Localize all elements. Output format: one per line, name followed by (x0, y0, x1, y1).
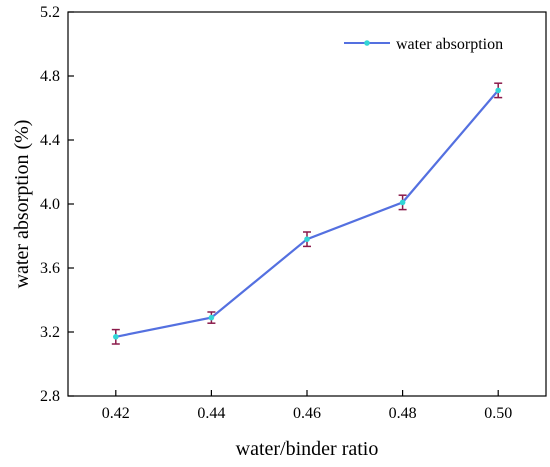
series-layer (111, 82, 503, 345)
x-tick-label: 0.50 (484, 405, 512, 422)
y-tick-label: 5.2 (40, 4, 60, 21)
y-axis-title: water absorption (%) (11, 120, 33, 289)
data-point (208, 314, 215, 321)
x-tick-label: 0.46 (293, 405, 321, 422)
legend-label: water absorption (396, 36, 503, 53)
plot-frame (67, 11, 547, 397)
y-tick-label: 3.6 (40, 260, 60, 277)
x-tick-label: 0.44 (197, 405, 225, 422)
legend: water absorption (344, 36, 503, 53)
y-tick-label: 4.4 (40, 132, 60, 149)
legend-marker-swatch (364, 40, 370, 46)
x-axis-ticks: 0.42 0.44 0.46 0.48 0.50 (102, 390, 512, 422)
x-tick-label: 0.48 (389, 405, 417, 422)
y-tick-label: 3.2 (40, 324, 60, 341)
y-tick-label: 2.8 (40, 388, 60, 405)
y-axis-ticks: 2.8 3.2 3.6 4.0 4.4 4.8 5.2 (40, 4, 74, 405)
x-axis-title: water/binder ratio (236, 438, 379, 460)
x-tick-label: 0.42 (102, 405, 130, 422)
y-tick-label: 4.8 (40, 68, 60, 85)
data-point (399, 199, 406, 206)
series-line (115, 89, 500, 338)
data-point (113, 334, 119, 340)
data-point (495, 87, 502, 94)
data-point (304, 236, 310, 242)
y-tick-label: 4.0 (40, 196, 60, 213)
